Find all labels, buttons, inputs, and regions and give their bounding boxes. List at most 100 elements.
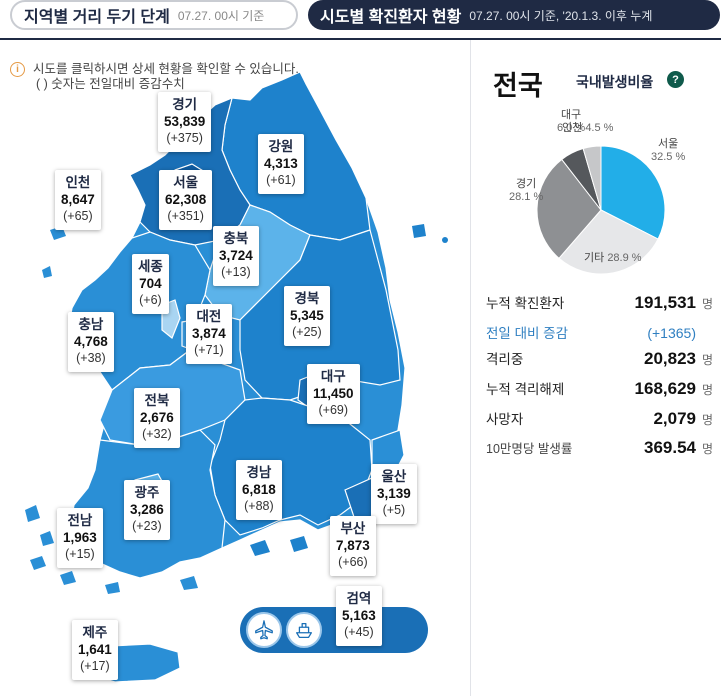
stat-value: (+1365) <box>647 325 696 341</box>
pie-name: 서울 <box>658 138 679 150</box>
domestic-ratio-pie <box>536 145 666 275</box>
region-seoul[interactable]: 서울 62,308 (+351) <box>159 170 213 230</box>
pie-pct: 4.5 % <box>585 122 614 134</box>
stat-label: 누적 격리해제 <box>486 382 565 397</box>
region-name: 경남 <box>246 465 272 480</box>
region-chungnam[interactable]: 충남 4,768 (+38) <box>68 312 114 372</box>
stat-label: 전일 대비 증감 <box>486 326 569 341</box>
pie-pct: 28.1 % <box>509 191 544 203</box>
map-island <box>30 556 46 570</box>
region-gwangju[interactable]: 광주 3,286 (+23) <box>124 480 170 540</box>
map-island <box>60 571 76 585</box>
tab-distance-level[interactable]: 지역별 거리 두기 단계 07.27. 00시 기준 <box>10 0 298 30</box>
stat-rate: 10만명당 발생률 369.54 명 <box>486 438 714 468</box>
stat-label: 사망자 <box>486 412 524 427</box>
region-incheon[interactable]: 인천 8,647 (+65) <box>55 170 101 230</box>
national-title: 전국 <box>493 71 543 101</box>
map-island <box>180 576 198 590</box>
region-gangwon[interactable]: 강원 4,313 (+61) <box>258 134 304 194</box>
stat-label: 10만명당 발생률 <box>486 442 573 456</box>
stat-released: 누적 격리해제 168,629 명 <box>486 378 714 408</box>
region-name: 충북 <box>223 231 249 246</box>
stat-unit: 명 <box>702 442 714 456</box>
pie-name: 경기 <box>516 178 537 190</box>
stat-value: 20,823 <box>644 349 696 368</box>
region-name: 대전 <box>196 309 222 324</box>
stat-label: 격리중 <box>486 352 524 367</box>
stat-value: 191,531 <box>634 293 696 312</box>
region-total: 704 <box>139 276 162 291</box>
map-notice: i 시도를 클릭하시면 상세 현황을 확인할 수 있습니다. ( ) 숫자는 전일… <box>10 62 299 92</box>
pie-name: 기타 <box>584 252 605 264</box>
pie-name: 대구 <box>560 109 582 121</box>
stat-unit: 명 <box>702 297 714 311</box>
domestic-ratio-label: 국내발생비율 <box>576 74 654 90</box>
region-delta: (+13) <box>221 265 251 279</box>
region-total: 5,345 <box>290 308 324 323</box>
notice-line-1: 시도를 클릭하시면 상세 현황을 확인할 수 있습니다. <box>33 62 299 76</box>
region-delta: (+32) <box>142 427 172 441</box>
tab-city-status[interactable]: 시도별 확진환자 현황 07.27. 00시 기준, '20.1.3. 이후 누… <box>308 0 720 30</box>
region-delta: (+15) <box>65 547 95 561</box>
region-total: 53,839 <box>164 114 206 129</box>
region-name: 경북 <box>294 291 320 306</box>
region-gyeongnam[interactable]: 경남 6,818 (+88) <box>236 460 282 520</box>
region-delta: (+88) <box>244 499 274 513</box>
region-name: 인천 <box>65 175 91 190</box>
region-daegu[interactable]: 대구 11,450 (+69) <box>307 364 360 424</box>
map-island <box>290 536 308 552</box>
stat-unit: 명 <box>702 353 714 367</box>
map-island <box>40 531 54 546</box>
map-island <box>25 505 40 522</box>
region-sejong[interactable]: 세종 704 (+6) <box>132 254 169 314</box>
region-chungbuk[interactable]: 충북 3,724 (+13) <box>213 226 259 286</box>
pie-label-gyeonggi: 경기 28.1 % <box>509 178 543 204</box>
national-stats: 누적 확진환자 191,531 명 전일 대비 증감 (+1365) 격리중 20… <box>486 292 714 468</box>
region-jeonbuk[interactable]: 전북 2,676 (+32) <box>134 388 180 448</box>
region-ulsan[interactable]: 울산 3,139 (+5) <box>371 464 417 524</box>
region-delta: (+66) <box>338 555 368 569</box>
airplane-icon[interactable] <box>246 612 282 648</box>
region-delta: (+38) <box>76 351 106 365</box>
region-name: 서울 <box>173 175 199 190</box>
pie-label-daegu: 대구 6.0 % <box>557 109 585 135</box>
region-total: 8,647 <box>61 192 95 207</box>
stat-cumulative: 누적 확진환자 191,531 명 <box>486 292 714 322</box>
pie-slice-서울 <box>600 145 666 240</box>
map-island <box>250 540 270 556</box>
region-total: 1,641 <box>78 642 112 657</box>
region-busan[interactable]: 부산 7,873 (+66) <box>330 516 376 576</box>
ship-icon[interactable] <box>286 612 322 648</box>
region-total: 3,724 <box>219 248 253 263</box>
pie-slice-경기 <box>536 158 602 259</box>
region-name: 제주 <box>82 625 108 640</box>
region-jeju[interactable]: 제주 1,641 (+17) <box>72 620 118 680</box>
region-name: 강원 <box>268 139 294 154</box>
region-delta: (+61) <box>266 173 296 187</box>
region-daejeon[interactable]: 대전 3,874 (+71) <box>186 304 232 364</box>
region-total: 2,676 <box>140 410 174 425</box>
region-name: 검역 <box>346 591 372 606</box>
region-delta: (+25) <box>292 325 322 339</box>
region-jeonnam[interactable]: 전남 1,963 (+15) <box>57 508 103 568</box>
region-delta: (+71) <box>194 343 224 357</box>
region-total: 11,450 <box>313 386 354 401</box>
stat-value: 2,079 <box>653 409 696 428</box>
region-total: 6,818 <box>242 482 276 497</box>
pie-label-incheon: 인천 4.5 % <box>562 122 613 135</box>
map-island-ulleung <box>412 224 426 238</box>
region-name: 대구 <box>320 369 346 384</box>
airplane-glyph <box>255 620 273 640</box>
help-icon[interactable]: ? <box>667 71 684 88</box>
stat-value: 369.54 <box>644 438 696 457</box>
pie-pct: 28.9 % <box>607 252 642 264</box>
region-quarantine[interactable]: 검역 5,163 (+45) <box>336 586 382 646</box>
region-gyeonggi[interactable]: 경기 53,839 (+375) <box>158 92 212 152</box>
region-total: 1,963 <box>63 530 97 545</box>
tab-distance-date: 07.27. 00시 기준 <box>177 8 265 23</box>
region-delta: (+351) <box>167 209 204 223</box>
region-gyeongbuk[interactable]: 경북 5,345 (+25) <box>284 286 330 346</box>
region-delta: (+69) <box>318 403 349 417</box>
stat-daily-change: 전일 대비 증감 (+1365) <box>486 322 714 348</box>
info-icon: i <box>10 62 25 77</box>
